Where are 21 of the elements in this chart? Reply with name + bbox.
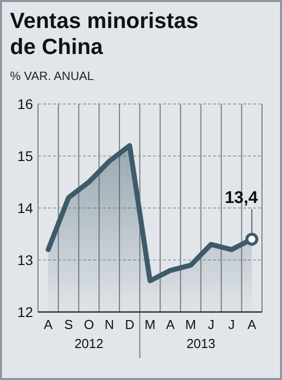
x-tick-label: A	[247, 317, 256, 332]
y-tick-label: 13	[17, 252, 34, 268]
x-tick-label: O	[84, 317, 94, 332]
text: 2012	[74, 336, 104, 351]
chart-title: Ventas minoristas de China	[10, 8, 198, 59]
x-tick-label: S	[64, 317, 74, 332]
x-tick-label: A	[166, 317, 176, 332]
chart-subtitle: % VAR. ANUAL	[10, 69, 94, 83]
x-tick-label: J	[228, 317, 235, 332]
y-tick-label: 12	[17, 304, 34, 320]
x-tick-label: J	[208, 317, 214, 332]
x-tick-label: D	[124, 317, 134, 332]
data-label: 13,4	[224, 188, 258, 208]
x-tick-label: N	[104, 317, 114, 332]
x-tick-label: M	[185, 317, 196, 332]
y-tick-label: 14	[17, 200, 34, 216]
text: 2013	[186, 336, 216, 351]
x-tick-label: M	[144, 317, 156, 332]
y-tick-label: 16	[17, 96, 34, 112]
x-tick-label: A	[44, 317, 53, 332]
y-tick-label: 15	[17, 148, 34, 164]
